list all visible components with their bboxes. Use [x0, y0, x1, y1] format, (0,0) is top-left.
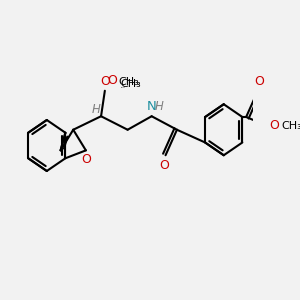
- Text: O: O: [269, 119, 279, 133]
- Text: O: O: [81, 153, 91, 166]
- Text: O: O: [107, 74, 117, 87]
- Text: CH₃: CH₃: [119, 77, 140, 87]
- Text: CH₃: CH₃: [120, 79, 141, 89]
- Text: H: H: [154, 100, 163, 113]
- Text: O: O: [159, 159, 169, 172]
- Text: CH₃: CH₃: [282, 121, 300, 131]
- Text: methyl: methyl: [121, 87, 126, 88]
- Text: N: N: [146, 100, 156, 113]
- Text: H: H: [92, 103, 101, 116]
- Text: O: O: [254, 76, 264, 88]
- Text: O: O: [100, 75, 110, 88]
